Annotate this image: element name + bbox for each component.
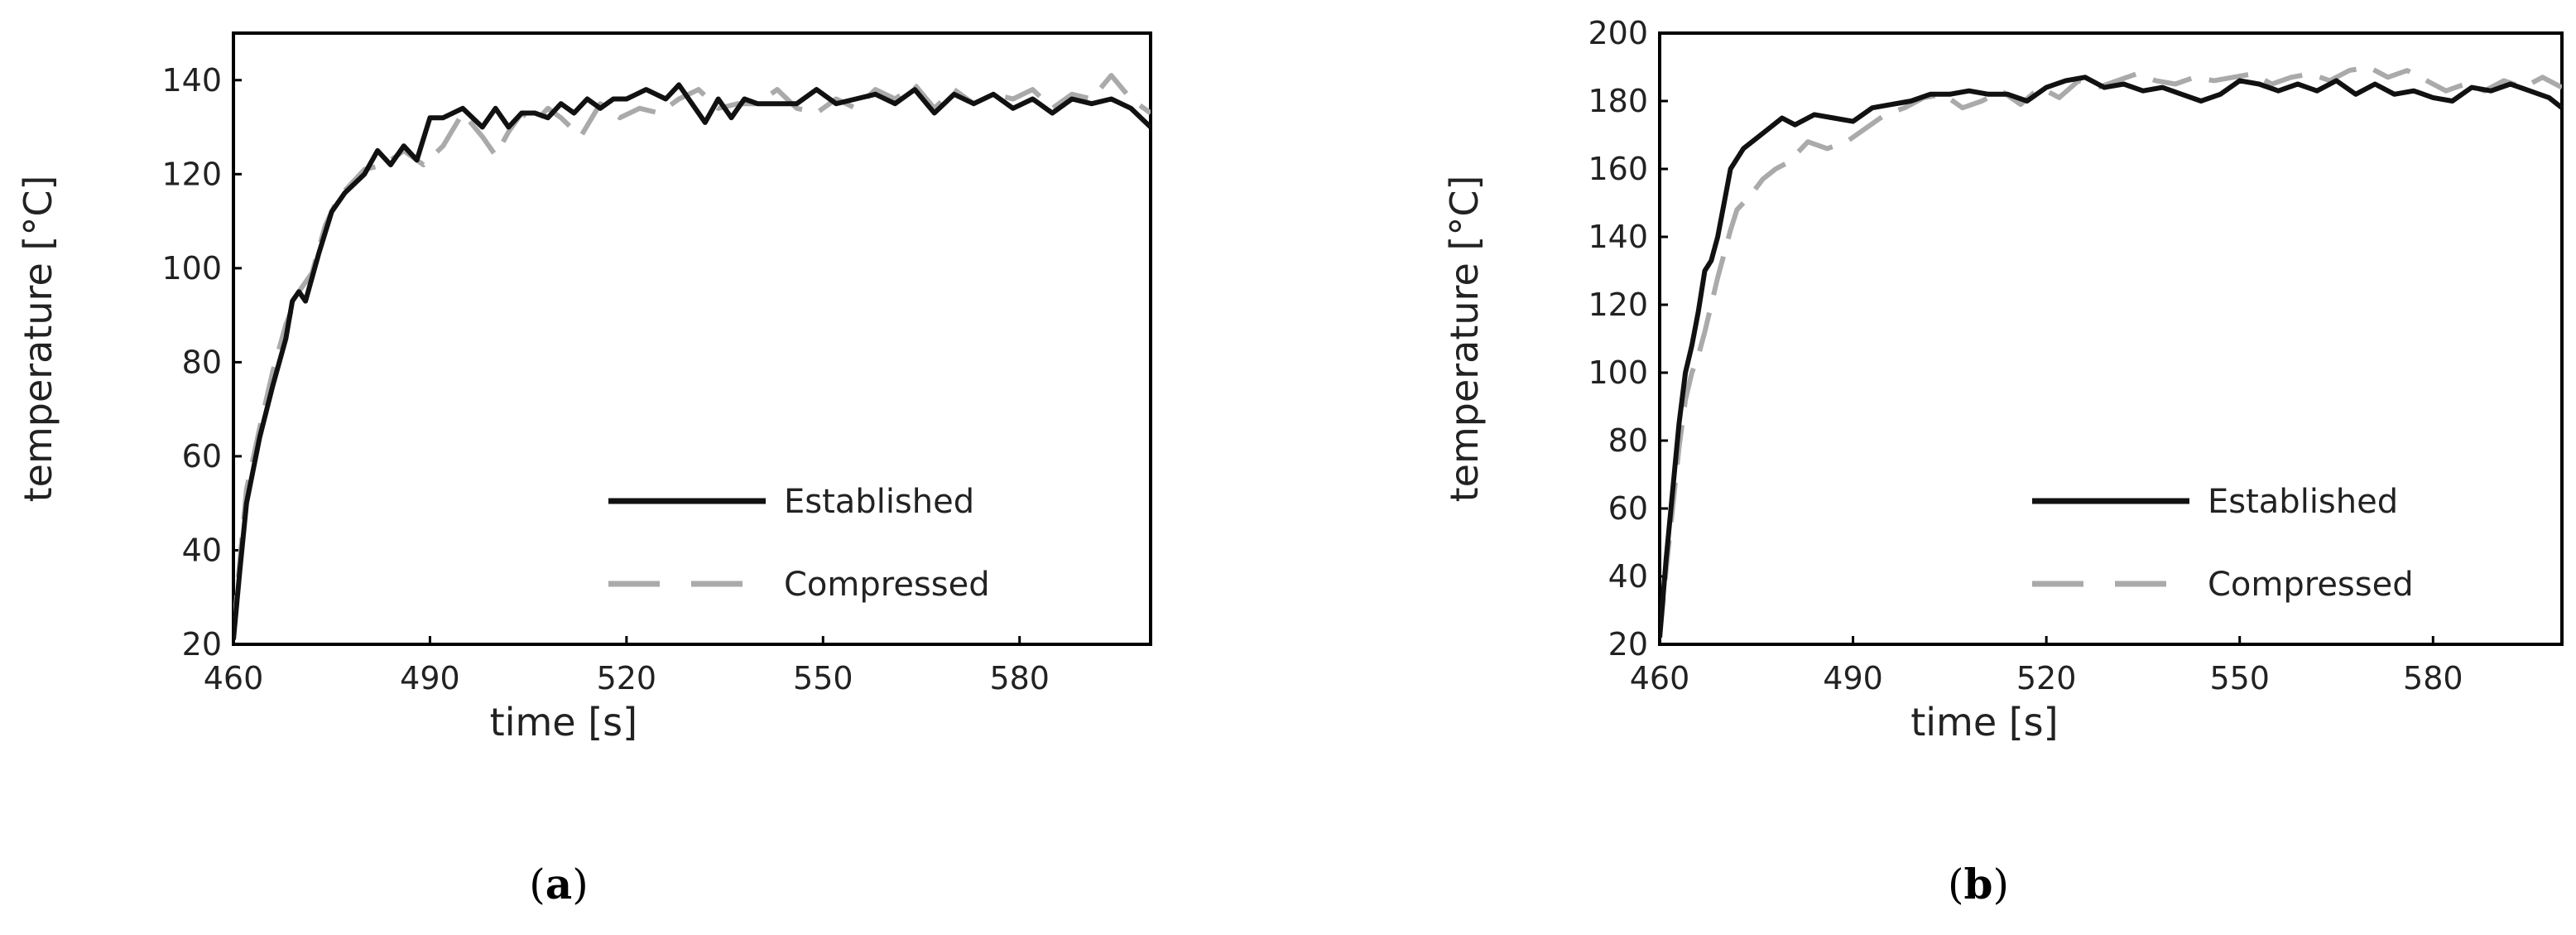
x-tick-label: 460 [1630, 660, 1690, 696]
panel-label-letter: a [545, 860, 572, 908]
x-tick-label: 460 [204, 660, 264, 696]
y-tick-label: 140 [161, 62, 222, 99]
plot-frame [232, 31, 1152, 646]
x-axis-label: time [s] [1910, 700, 2058, 745]
panel-label: (a) [529, 860, 588, 908]
y-tick-label: 120 [161, 156, 222, 192]
legend-label-compressed: Compressed [2208, 566, 2414, 604]
y-tick-label: 40 [1608, 558, 1648, 595]
chart-panel-b: 20 40 60 80 100 120 140 160 180 200 460 490 520 550 58… [1442, 15, 2564, 908]
y-tick-label: 60 [182, 438, 222, 475]
series-line-established [233, 82, 1151, 640]
series-line-compressed [1660, 65, 2562, 639]
panel-label-open-paren: ( [529, 860, 545, 908]
y-tick-label: 20 [182, 626, 222, 663]
y-tick-label: 20 [1608, 626, 1648, 663]
legend-label-compressed: Compressed [784, 566, 990, 604]
chart-panel-a: 20 40 60 80 100 120 140 460 490 520 550 580 time [s]… [16, 31, 1152, 908]
y-axis-label: temperature [°C] [1442, 176, 1487, 503]
y-axis-label: temperature [°C] [16, 176, 60, 503]
y-tick-label: 100 [161, 250, 222, 287]
legend-label-established: Established [784, 483, 974, 521]
panel-label-close-paren: ) [572, 860, 589, 908]
y-tick-label: 80 [182, 344, 222, 380]
y-tick-label: 40 [182, 532, 222, 568]
y-tick-label: 200 [1588, 15, 1648, 51]
y-tick-label: 160 [1588, 151, 1648, 187]
y-tick-label: 120 [1588, 287, 1648, 323]
plot-frame [1658, 31, 2564, 646]
y-tick-label: 180 [1588, 83, 1648, 119]
x-axis-label: time [s] [490, 700, 637, 745]
y-tick-label: 80 [1608, 422, 1648, 459]
x-tick-label: 550 [2209, 660, 2270, 696]
x-tick-label: 490 [400, 660, 460, 696]
x-tick-label: 580 [2403, 660, 2463, 696]
x-tick-label: 520 [597, 660, 657, 696]
legend-label-established: Established [2208, 483, 2398, 521]
x-tick-label: 580 [989, 660, 1050, 696]
y-tick-label: 60 [1608, 490, 1648, 527]
x-tick-label: 550 [793, 660, 853, 696]
panel-label-letter: b [1964, 860, 1993, 908]
series-line-established [1660, 75, 2562, 639]
panel-label: (b) [1948, 860, 2009, 908]
panel-label-open-paren: ( [1948, 860, 1964, 908]
panel-label-close-paren: ) [1992, 860, 2009, 908]
x-tick-label: 520 [2016, 660, 2077, 696]
x-tick-label: 490 [1823, 660, 1883, 696]
y-tick-label: 140 [1588, 219, 1648, 255]
y-tick-label: 100 [1588, 354, 1648, 391]
